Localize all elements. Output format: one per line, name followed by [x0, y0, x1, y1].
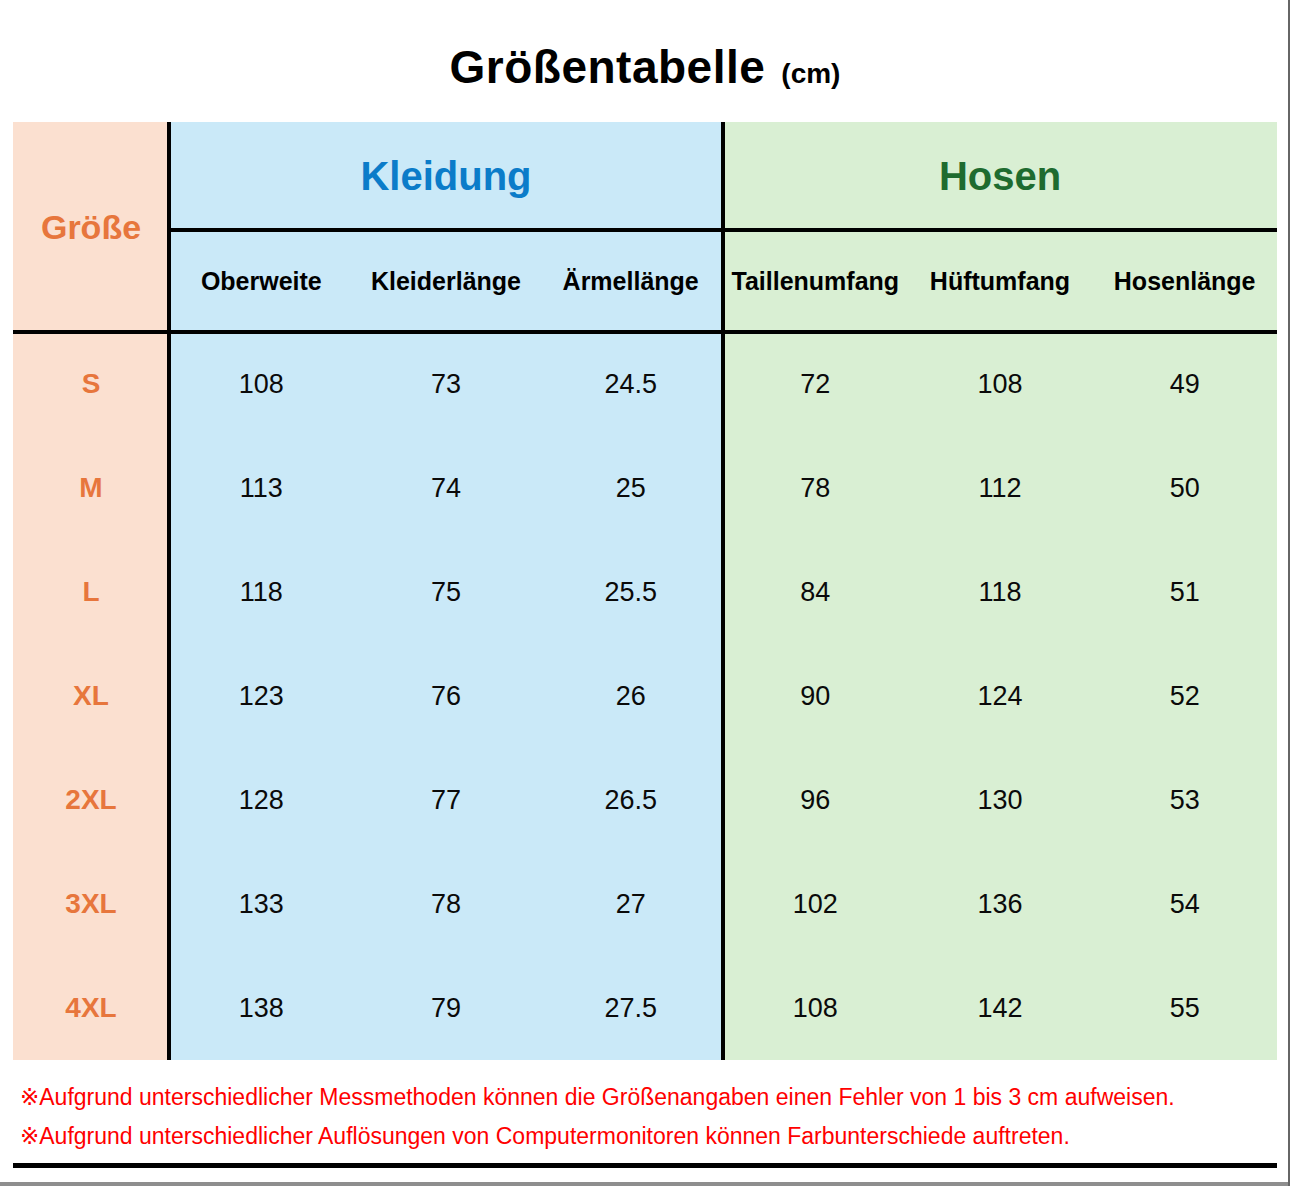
- value-cell: 84: [723, 540, 908, 644]
- group-header-kleidung: Kleidung: [169, 122, 723, 230]
- value-cell: 78: [354, 852, 539, 956]
- size-cell: 2XL: [13, 748, 169, 852]
- value-cell: 108: [908, 332, 1093, 436]
- value-cell: 108: [723, 956, 908, 1060]
- value-cell: 25.5: [538, 540, 723, 644]
- value-cell: 24.5: [538, 332, 723, 436]
- bottom-rule: [13, 1163, 1277, 1168]
- column-header-taillenumfang: Taillenumfang: [723, 230, 908, 332]
- note-line: ※Aufgrund unterschiedlicher Messmethoden…: [20, 1078, 1270, 1117]
- group-header-hosen: Hosen: [723, 122, 1277, 230]
- size-cell: XL: [13, 644, 169, 748]
- note-line: ※Aufgrund unterschiedlicher Auflösungen …: [20, 1117, 1270, 1156]
- page-title: Größentabelle (cm): [13, 40, 1277, 94]
- value-cell: 26: [538, 644, 723, 748]
- column-header-kleiderlaenge: Kleiderlänge: [354, 230, 539, 332]
- value-cell: 136: [908, 852, 1093, 956]
- value-cell: 108: [169, 332, 354, 436]
- value-cell: 79: [354, 956, 539, 1060]
- size-table-grid: Größe Kleidung Hosen Oberweite Kleiderlä…: [13, 122, 1277, 1060]
- column-header-aermellaenge: Ärmellänge: [538, 230, 723, 332]
- value-cell: 26.5: [538, 748, 723, 852]
- value-cell: 142: [908, 956, 1093, 1060]
- value-cell: 102: [723, 852, 908, 956]
- value-cell: 138: [169, 956, 354, 1060]
- value-cell: 130: [908, 748, 1093, 852]
- unit-label: (cm): [781, 58, 840, 90]
- value-cell: 51: [1092, 540, 1277, 644]
- size-cell: L: [13, 540, 169, 644]
- value-cell: 118: [908, 540, 1093, 644]
- size-cell: S: [13, 332, 169, 436]
- value-cell: 73: [354, 332, 539, 436]
- value-cell: 76: [354, 644, 539, 748]
- value-cell: 118: [169, 540, 354, 644]
- value-cell: 124: [908, 644, 1093, 748]
- value-cell: 78: [723, 436, 908, 540]
- column-header-oberweite: Oberweite: [169, 230, 354, 332]
- value-cell: 27: [538, 852, 723, 956]
- value-cell: 77: [354, 748, 539, 852]
- page-title-text: Größentabelle: [450, 40, 766, 94]
- column-header-hueftumfang: Hüftumfang: [908, 230, 1093, 332]
- value-cell: 133: [169, 852, 354, 956]
- value-cell: 53: [1092, 748, 1277, 852]
- value-cell: 25: [538, 436, 723, 540]
- size-cell: M: [13, 436, 169, 540]
- value-cell: 128: [169, 748, 354, 852]
- size-cell: 3XL: [13, 852, 169, 956]
- value-cell: 123: [169, 644, 354, 748]
- value-cell: 72: [723, 332, 908, 436]
- page-edge-bottom: [0, 1182, 1290, 1186]
- value-cell: 74: [354, 436, 539, 540]
- footnotes: ※Aufgrund unterschiedlicher Messmethoden…: [20, 1078, 1270, 1156]
- size-table: Größe Kleidung Hosen Oberweite Kleiderlä…: [13, 122, 1277, 1060]
- value-cell: 75: [354, 540, 539, 644]
- value-cell: 50: [1092, 436, 1277, 540]
- value-cell: 52: [1092, 644, 1277, 748]
- corner-header-groesse: Größe: [13, 122, 169, 332]
- column-header-hosenlaenge: Hosenlänge: [1092, 230, 1277, 332]
- value-cell: 55: [1092, 956, 1277, 1060]
- value-cell: 90: [723, 644, 908, 748]
- value-cell: 27.5: [538, 956, 723, 1060]
- value-cell: 113: [169, 436, 354, 540]
- value-cell: 96: [723, 748, 908, 852]
- value-cell: 54: [1092, 852, 1277, 956]
- value-cell: 49: [1092, 332, 1277, 436]
- value-cell: 112: [908, 436, 1093, 540]
- size-cell: 4XL: [13, 956, 169, 1060]
